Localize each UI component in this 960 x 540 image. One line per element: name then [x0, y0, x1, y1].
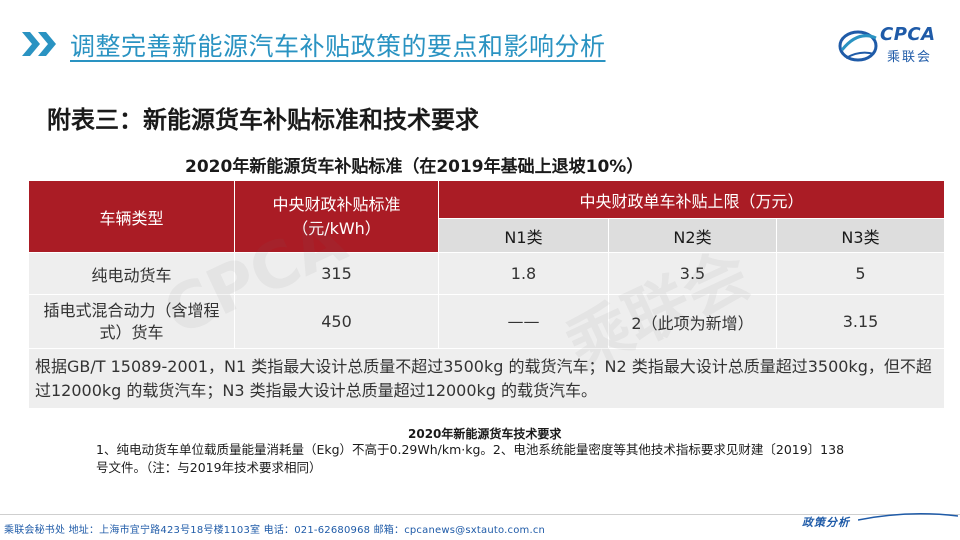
cell-type: 插电式混合动力（含增程式）货车 — [28, 294, 235, 349]
section-heading: 附表三：新能源货车补贴标准和技术要求 — [47, 106, 479, 134]
cell-n2: 3.5 — [608, 252, 777, 295]
swoosh-icon — [858, 513, 958, 521]
cell-n2: 2（此项为新增） — [608, 294, 777, 349]
cell-n3: 5 — [775, 252, 946, 295]
cpca-logo-icon — [838, 30, 878, 62]
logo-subtitle: 乘联会 — [887, 50, 933, 65]
cell-n3: 3.15 — [775, 294, 946, 349]
logo-text: CPCA — [880, 24, 936, 45]
cell-n1: —— — [438, 294, 609, 349]
footer-tag: 政策分析 — [802, 516, 850, 529]
footer-contact: 乘联会秘书处 地址：上海市宜宁路423号18号楼1103室 电话：021-626… — [4, 525, 546, 536]
header-n1: N1类 — [438, 218, 609, 253]
table-note: 根据GB/T 15089-2001，N1 类指最大设计总质量不超过3500kg … — [27, 348, 946, 409]
header-central-standard: 中央财政补贴标准（元/kWh） — [234, 180, 439, 253]
chevron-right-icon — [22, 32, 56, 56]
requirements-title: 2020年新能源货车技术要求 — [408, 427, 562, 441]
header-single-limit: 中央财政单车补贴上限（万元） — [437, 180, 946, 219]
table-caption: 2020年新能源货车补贴标准（在2019年基础上退坡10%） — [185, 157, 644, 177]
cell-standard: 315 — [234, 252, 439, 295]
page-title: 调整完善新能源汽车补贴政策的要点和影响分析 — [70, 32, 606, 61]
footer-divider — [0, 514, 960, 515]
subsidy-table: 车辆类型 中央财政补贴标准（元/kWh） 中央财政单车补贴上限（万元） N1类 … — [27, 180, 946, 409]
table-row: 插电式混合动力（含增程式）货车 450 —— 2（此项为新增） 3.15 — [28, 294, 946, 349]
cell-standard: 450 — [234, 294, 439, 349]
header-n3: N3类 — [775, 218, 946, 253]
header-vehicle-type: 车辆类型 — [28, 180, 235, 253]
requirements-body: 1、纯电动货车单位载质量能量消耗量（Ekg）不高于0.29Wh/km·kg。2、… — [96, 442, 845, 475]
header-n2: N2类 — [608, 218, 777, 253]
cell-type: 纯电动货车 — [28, 252, 235, 295]
table-row: 纯电动货车 315 1.8 3.5 5 — [28, 252, 946, 295]
cell-n1: 1.8 — [438, 252, 609, 295]
